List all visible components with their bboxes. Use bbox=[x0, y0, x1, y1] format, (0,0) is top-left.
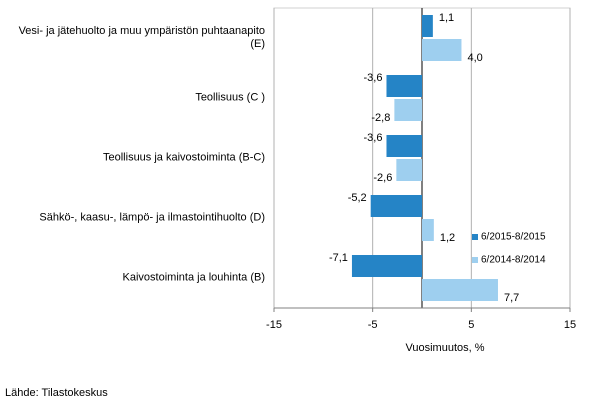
value-label: 1,2 bbox=[440, 232, 455, 244]
bar bbox=[386, 75, 422, 97]
bar bbox=[422, 279, 498, 301]
legend-label: 6/2015-8/2015 bbox=[481, 232, 546, 243]
bar bbox=[394, 99, 422, 121]
x-tick-label: -5 bbox=[368, 319, 378, 331]
value-label: 1,1 bbox=[439, 12, 454, 24]
value-label: 4,0 bbox=[467, 52, 482, 64]
category-label: Kaivostoiminta ja louhinta (B) bbox=[122, 271, 265, 284]
bar bbox=[422, 219, 434, 241]
x-tick-label: -15 bbox=[266, 319, 282, 331]
bar bbox=[422, 39, 462, 61]
value-label: -2,8 bbox=[371, 112, 390, 124]
value-label: -2,6 bbox=[373, 172, 392, 184]
category-label: Sähkö-, kaasu-, lämpö- ja ilmastointihuo… bbox=[39, 211, 265, 224]
bar bbox=[396, 159, 422, 181]
value-label: -3,6 bbox=[364, 72, 383, 84]
x-axis-label: Vuosimuutos, % bbox=[405, 342, 484, 354]
value-label: -3,6 bbox=[364, 132, 383, 144]
x-tick-label: 15 bbox=[564, 319, 576, 331]
legend-swatch bbox=[472, 257, 478, 263]
category-label: Teollisuus ja kaivostoiminta (B-C) bbox=[103, 151, 265, 164]
bar bbox=[370, 195, 422, 217]
legend-swatch bbox=[472, 234, 478, 240]
source: Lähde: Tilastokeskus bbox=[5, 387, 108, 399]
category-label: Teollisuus (C ) bbox=[195, 91, 265, 104]
value-label: 7,7 bbox=[504, 292, 519, 304]
x-tick-label: 5 bbox=[468, 319, 474, 331]
bar bbox=[386, 135, 422, 157]
category-label: Vesi- ja jätehuolto ja muu ympäristön pu… bbox=[18, 25, 265, 50]
bar bbox=[351, 255, 422, 277]
legend-label: 6/2014-8/2014 bbox=[481, 255, 546, 266]
value-label: -5,2 bbox=[348, 192, 367, 204]
bar bbox=[422, 15, 433, 37]
value-label: -7,1 bbox=[329, 252, 348, 264]
